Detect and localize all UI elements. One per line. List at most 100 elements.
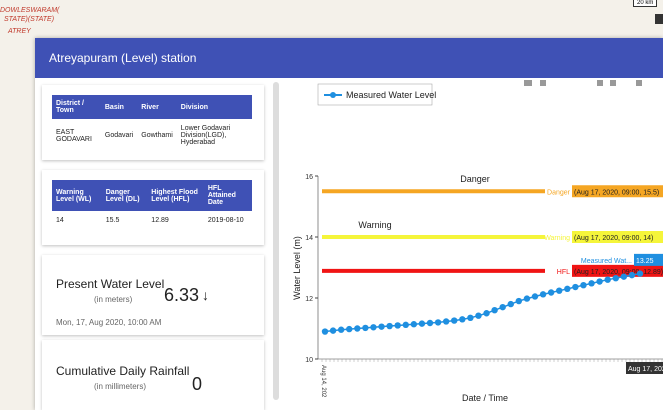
present-time: Mon, 17, Aug 2020, 10:00 AM xyxy=(56,318,162,327)
info-table: District / Town Basin River Division EAST GO… xyxy=(52,95,252,152)
cell: EAST GODAVARI xyxy=(56,128,92,143)
legend xyxy=(317,83,433,106)
data-point xyxy=(499,303,506,311)
data-point xyxy=(329,327,337,334)
data-point xyxy=(580,281,587,289)
y-tick-label: 16 xyxy=(305,174,313,181)
present-card: Present Water Level (in meters) 6.33 ↓ M… xyxy=(42,255,264,335)
data-point xyxy=(394,322,401,329)
info-card: District / Town Basin River Division EAST GO… xyxy=(42,85,264,160)
rainfall-value: 0 xyxy=(192,374,203,394)
rainfall-title: Cumulative Daily Rainfall xyxy=(56,364,190,378)
hover-value: 13.25 xyxy=(636,258,654,265)
rainfall-card: Cumulative Daily Rainfall (in millimeter… xyxy=(42,340,264,410)
x-hover: Aug 17, 202 xyxy=(628,366,663,373)
data-point xyxy=(418,320,426,327)
hover-text: (Aug 17, 2020, 09:00, 12.89) xyxy=(574,269,663,276)
data-point xyxy=(588,280,595,287)
data-point xyxy=(426,319,434,327)
cell: 2019-08-10 xyxy=(207,217,244,224)
station-panel: Atreyapuram (Level) station District / T… xyxy=(35,38,663,410)
hover-box xyxy=(572,231,663,243)
toolbar[interactable] xyxy=(524,80,642,86)
data-point xyxy=(628,271,636,279)
map-label: DOWLESWARAM( xyxy=(0,7,60,14)
data-point xyxy=(402,321,409,329)
data-point xyxy=(604,276,611,283)
header-cell: Danger Level (DL) xyxy=(101,180,148,211)
data-point xyxy=(410,321,418,328)
row: 14 15.5 12.89 2019-08-10 xyxy=(52,211,252,230)
data-point xyxy=(507,300,514,308)
present-value: 6.33 xyxy=(164,285,200,305)
header-cell: Basin xyxy=(100,95,138,119)
data-point xyxy=(515,297,523,305)
y-tick-label: 10 xyxy=(305,357,313,364)
series-line xyxy=(324,272,641,333)
header-cell: District / Town xyxy=(52,95,101,119)
scrollbar[interactable] xyxy=(273,82,279,400)
present-unit: (in meters) xyxy=(94,295,133,304)
header-cell: Highest Flood Level (HFL) xyxy=(147,180,204,211)
levels-card: Warning Level (WL) Danger Level (DL) Highe… xyxy=(42,170,264,245)
levels-table: Warning Level (WL) Danger Level (DL) Highe… xyxy=(52,180,252,230)
annotation: Warning xyxy=(358,220,391,230)
cell: 14 xyxy=(56,217,64,224)
data-point xyxy=(612,274,619,282)
data-point xyxy=(475,312,482,319)
hover-box xyxy=(572,185,663,198)
header-cell: Warning Level (WL) xyxy=(52,180,102,211)
hover-box xyxy=(626,362,663,374)
y-axis-label: Water Level (m) xyxy=(292,236,302,300)
x-axis-label: Date / Time xyxy=(462,393,508,403)
data-point xyxy=(362,324,369,332)
hover-name: Measured Wat... xyxy=(581,258,632,265)
legend-label: Measured Water Level xyxy=(346,90,436,100)
header-row: District / Town Basin River Division xyxy=(52,95,252,119)
hover-text: (Aug 17, 2020, 09:00, 14) xyxy=(574,235,653,242)
hover-box xyxy=(634,253,663,266)
present-title: Present Water Level xyxy=(56,277,165,291)
data-point xyxy=(483,310,490,317)
map-label: STATE)(STATE) xyxy=(4,16,55,23)
data-point xyxy=(354,325,361,332)
reference-name: Warning xyxy=(544,235,570,242)
rainfall-unit: (in millimeters) xyxy=(94,382,146,391)
data-point xyxy=(346,325,353,333)
cell: 12.89 xyxy=(151,217,169,224)
data-point xyxy=(636,270,644,277)
data-point xyxy=(434,319,442,326)
reference-name: Danger xyxy=(547,189,571,196)
reference-name: HFL xyxy=(557,269,570,276)
cell: 15.5 xyxy=(105,217,120,224)
cell: Lower Godavari Division(LGD), Hyderabad xyxy=(180,125,231,146)
data-point xyxy=(491,307,498,314)
data-point xyxy=(547,289,555,296)
data-point xyxy=(467,314,474,322)
y-tick-label: 12 xyxy=(305,296,313,303)
data-point xyxy=(337,326,345,333)
data-point xyxy=(556,287,563,294)
data-point xyxy=(370,324,377,331)
map-label: ATREY xyxy=(8,28,31,35)
data-point xyxy=(572,283,579,291)
data-point xyxy=(539,291,547,298)
cell: Gowthami xyxy=(141,132,173,139)
data-point xyxy=(596,278,603,285)
legend-marker xyxy=(330,92,336,98)
hover-text: (Aug 17, 2020, 09:00, 15.5) xyxy=(574,189,659,196)
annotation: Danger xyxy=(460,174,490,184)
map-scale: 20 km xyxy=(633,0,658,7)
present-arrow: ↓ xyxy=(202,287,209,303)
panel-title: Atreyapuram (Level) station xyxy=(35,38,663,78)
y-tick-label: 14 xyxy=(305,235,313,242)
cell: Godavari xyxy=(104,132,134,139)
data-point xyxy=(564,285,571,293)
data-point xyxy=(386,322,393,330)
data-point xyxy=(451,317,458,324)
map-control[interactable] xyxy=(655,14,663,24)
data-point xyxy=(459,316,466,323)
data-point xyxy=(620,273,628,280)
